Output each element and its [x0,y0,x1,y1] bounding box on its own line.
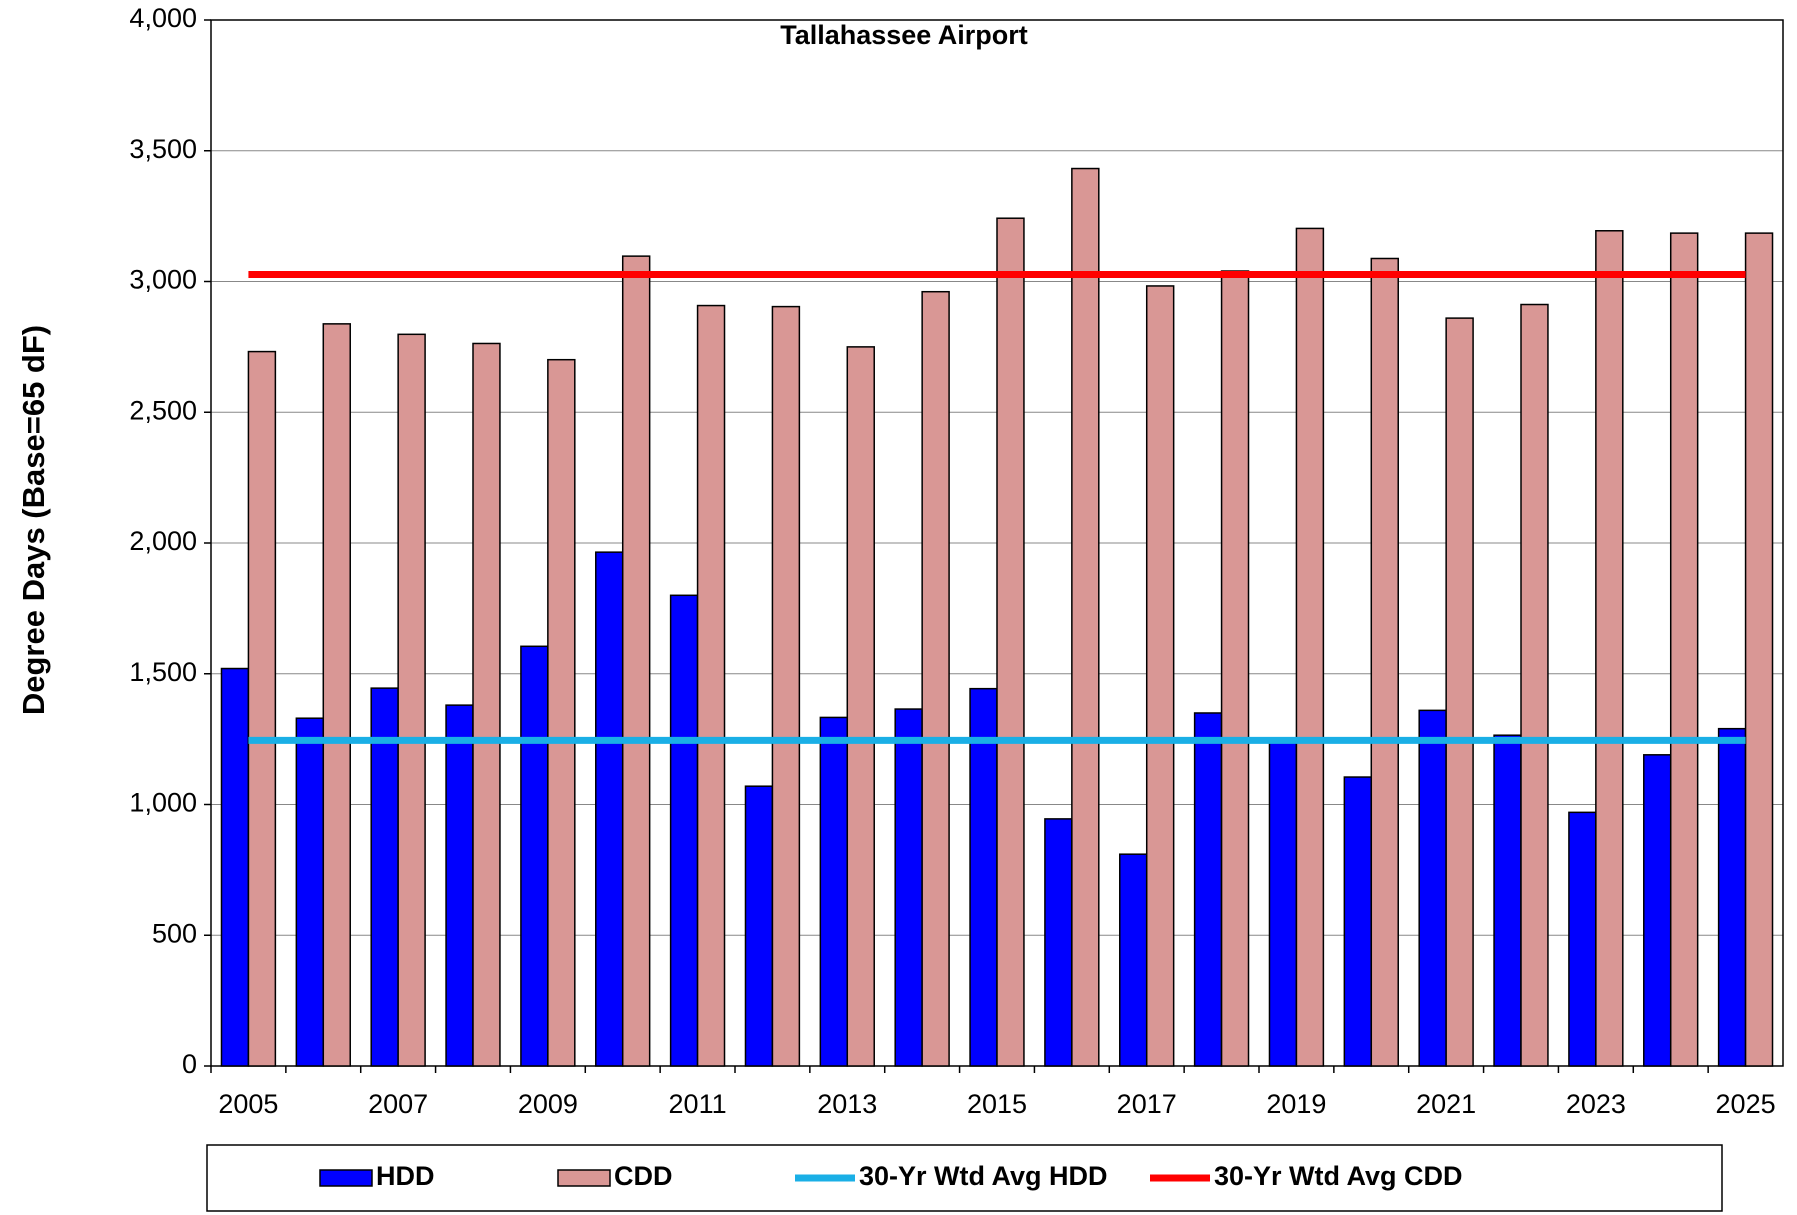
y-tick-label: 500 [152,918,197,948]
bar [771,305,801,1067]
bar [595,551,624,1067]
legend-label: 30-Yr Wtd Avg CDD [1214,1161,1463,1191]
legend-label: HDD [376,1161,435,1191]
y-tick-label: 2,000 [129,526,197,556]
legend-box [206,1144,1723,1212]
bar [1370,257,1399,1067]
x-tick-label: 2005 [218,1089,278,1119]
legend-swatch [319,1169,373,1187]
y-tick-label: 3,000 [129,265,197,295]
y-tick-label: 0 [182,1049,197,1079]
bar [1145,285,1175,1067]
bar [247,350,277,1067]
bar [1071,167,1100,1067]
y-tick-label: 3,500 [129,134,197,164]
bar [520,645,549,1067]
bar [744,785,774,1067]
x-tick-label: 2009 [518,1089,578,1119]
bar [397,333,426,1067]
bar [1295,227,1325,1067]
legend-swatch [557,1169,611,1187]
chart-title: Tallahassee Airport [780,20,1028,50]
x-tick-label: 2015 [967,1089,1027,1119]
bar [1343,776,1373,1067]
bar [547,358,576,1067]
bar [1493,734,1522,1067]
bar [1520,303,1549,1067]
bar [969,687,998,1067]
bar [322,323,351,1067]
bar [1717,727,1747,1067]
bar [220,667,250,1067]
bar [846,346,875,1067]
x-tick-label: 2013 [817,1089,877,1119]
legend-label: 30-Yr Wtd Avg HDD [859,1161,1108,1191]
bar [1044,818,1073,1067]
x-tick-label: 2011 [669,1089,727,1119]
bar [1193,712,1223,1067]
bar [996,217,1025,1067]
bar [445,704,474,1067]
y-tick-label: 1,000 [129,788,197,818]
legend-label: CDD [614,1161,673,1191]
x-tick-label: 2021 [1416,1089,1476,1119]
bar [370,687,399,1067]
bar [1268,737,1298,1067]
bar [1220,270,1250,1067]
bar [921,290,950,1067]
bar [1418,709,1447,1067]
y-axis-label: Degree Days (Base=65 dF) [16,325,51,715]
bar [819,716,849,1067]
bar [669,594,699,1067]
bar [894,708,923,1067]
x-tick-label: 2025 [1716,1089,1776,1119]
bar [1568,811,1597,1067]
bar [1445,317,1474,1067]
bar [1744,232,1774,1067]
bar [1119,853,1148,1067]
bar [1669,232,1699,1067]
bar [1595,230,1624,1067]
bar [621,255,651,1067]
y-tick-label: 2,500 [129,395,197,425]
y-tick-label: 1,500 [129,657,197,687]
bar [472,342,501,1067]
x-tick-label: 2023 [1566,1089,1626,1119]
x-tick-label: 2019 [1266,1089,1326,1119]
x-tick-label: 2017 [1117,1089,1177,1119]
x-tick-label: 2007 [368,1089,428,1119]
y-tick-label: 4,000 [129,3,197,33]
bar [1643,754,1672,1067]
bar [295,717,325,1067]
bar [696,304,726,1067]
